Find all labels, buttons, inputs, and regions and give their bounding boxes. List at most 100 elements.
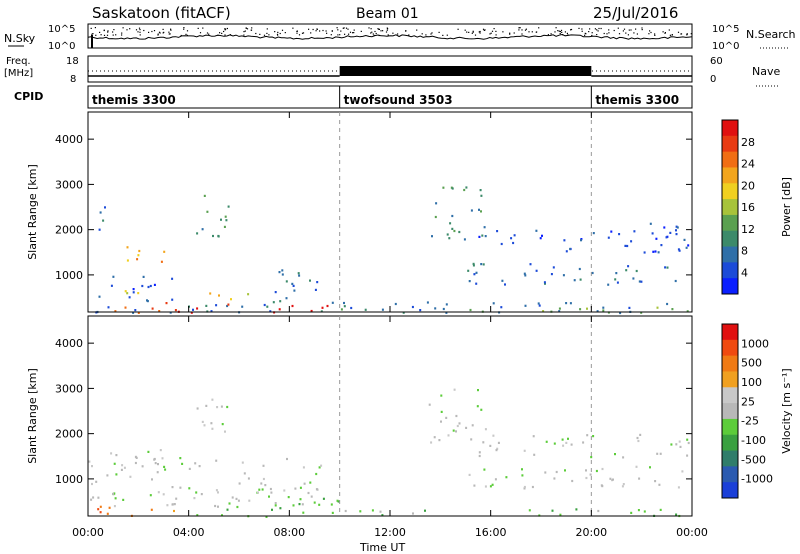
nsearch-dot: [137, 31, 139, 33]
echo-cell: [528, 509, 531, 512]
echo-cell: [480, 210, 482, 213]
echo-cell: [196, 407, 199, 410]
echo-cell: [88, 460, 91, 463]
echo-cell: [294, 487, 297, 490]
nsearch-dot: [518, 29, 520, 31]
echo-cell: [481, 234, 484, 237]
echo-cell: [666, 302, 669, 306]
echo-cell: [274, 291, 277, 294]
nave-label: Nave: [752, 65, 780, 78]
echo-cell: [510, 237, 513, 240]
nsearch-dot: [315, 30, 317, 32]
echo-cell: [223, 225, 226, 228]
echo-cell: [201, 420, 204, 423]
nsearch-dot: [380, 30, 382, 32]
beam-label: Beam 01: [356, 6, 419, 22]
echo-cell: [203, 194, 206, 197]
y-axis-label: Slant Range [km]: [26, 368, 39, 464]
velocity-colorbar: 1000 500 100 25 -25 -100 -500 -1000 Velocity [m …: [721, 323, 793, 499]
nsearch-dot: [162, 28, 164, 30]
echo-cell: [463, 188, 466, 192]
echo-cell: [343, 305, 346, 308]
nsearch-dot: [244, 30, 246, 32]
echo-cell: [320, 310, 323, 313]
echo-cell: [610, 230, 613, 233]
echo-cell: [379, 510, 382, 513]
echo-cell: [106, 474, 109, 477]
echo-cell: [163, 250, 166, 253]
nsearch-dot: [518, 27, 520, 29]
echo-cell: [476, 405, 479, 408]
echo-cell: [173, 509, 175, 513]
echo-cell: [571, 479, 574, 483]
echo-cell: [162, 493, 165, 496]
echo-cell: [114, 310, 117, 313]
echo-cell: [166, 504, 169, 507]
echo-cell: [336, 499, 339, 502]
nsearch-dot: [143, 29, 145, 32]
echo-cell: [445, 303, 448, 306]
echo-cell: [550, 273, 553, 276]
echo-cell: [475, 282, 478, 285]
echo-cell: [637, 509, 640, 512]
echo-cell: [158, 310, 161, 313]
echo-cell: [625, 269, 628, 272]
nsearch-dot: [598, 27, 600, 30]
nsearch-dot: [316, 28, 318, 30]
colorbar-tick-label: 28: [741, 136, 755, 149]
nsearch-dot: [148, 31, 150, 33]
nsearch-dot: [425, 34, 427, 36]
echo-cell: [98, 295, 101, 298]
echo-cell: [209, 292, 212, 295]
nsearch-dot: [225, 28, 227, 30]
nsearch-dot: [202, 27, 204, 29]
echo-cell: [618, 233, 621, 236]
colorbar-tick-label: 1000: [741, 337, 769, 350]
echo-cell: [303, 482, 306, 485]
echo-cell: [154, 462, 157, 465]
echo-cell: [153, 283, 156, 286]
echo-cell: [483, 468, 486, 471]
echo-cell: [638, 280, 641, 283]
echo-cell: [570, 443, 573, 446]
echo-cell: [110, 284, 113, 287]
nsearch-dot: [296, 32, 298, 34]
echo-cell: [298, 503, 301, 506]
nsearch-dot: [559, 31, 561, 33]
nsearch-dot: [157, 33, 159, 35]
nsearch-dot: [159, 32, 161, 34]
echo-cell: [132, 291, 135, 294]
echo-cell: [279, 300, 282, 303]
velocity-panel: 1000 2000 3000 4000 00:00 04:00 08:00 12:00 16:0…: [26, 315, 708, 539]
echo-cell: [146, 299, 148, 302]
nsearch-dot: [279, 32, 281, 35]
echo-cell: [301, 503, 304, 506]
colorbar-tick-label: 24: [741, 158, 755, 171]
echo-cell: [523, 485, 526, 489]
echo-cell: [291, 282, 294, 285]
echo-cell: [278, 308, 281, 311]
echo-cell: [269, 487, 272, 491]
x-tick-label: 16:00: [475, 526, 507, 539]
echo-cell: [97, 508, 100, 511]
nsearch-dot: [491, 30, 494, 32]
echo-cell: [553, 477, 556, 480]
echo-cell: [227, 205, 230, 208]
echo-cell: [194, 462, 197, 465]
echo-cell: [478, 454, 481, 458]
echo-cell: [478, 451, 481, 454]
echo-cell: [147, 450, 150, 453]
echo-cell: [656, 452, 659, 455]
echo-cell: [463, 238, 466, 241]
nsearch-dot: [349, 31, 352, 33]
echo-cell: [654, 480, 657, 483]
echo-cell: [602, 309, 605, 312]
echo-cell: [344, 509, 347, 513]
echo-cell: [552, 266, 555, 269]
nsearch-dot: [446, 34, 448, 36]
colorbar-segment: [722, 214, 738, 232]
colorbar-segment: [722, 403, 738, 420]
echo-cell: [188, 467, 191, 470]
echo-cell: [563, 239, 566, 242]
nsearch-dot: [360, 30, 362, 32]
